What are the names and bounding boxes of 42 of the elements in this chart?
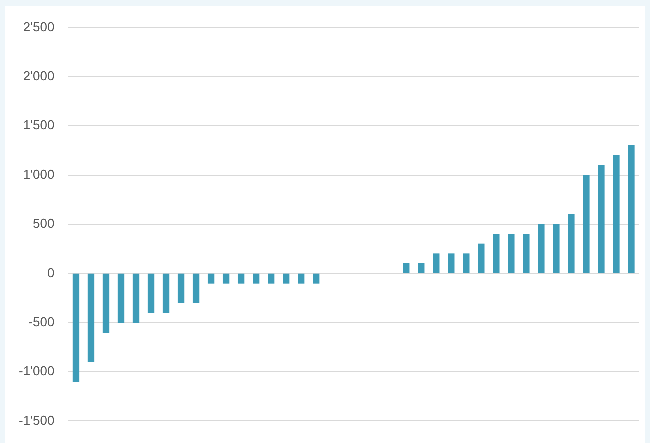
bar [493,234,500,274]
bar [162,274,170,314]
bar [418,264,425,274]
bar [72,274,80,382]
bar [268,274,275,284]
y-tick-label: 2'500 [23,19,55,34]
bar [613,155,620,274]
bar [403,264,410,274]
y-tick-label: -1'000 [18,364,55,379]
bar [448,254,455,274]
y-tick-label: -1'500 [18,412,55,428]
bar [523,234,530,274]
bar [433,254,440,274]
bar [118,274,125,324]
bar [598,165,605,274]
bar [252,274,260,284]
y-tick-label: 0 [47,265,55,280]
bar [208,274,215,284]
bar [132,274,140,324]
y-tick-label: 500 [33,216,55,232]
bar [463,254,470,274]
bar [222,274,230,284]
y-tick-label: 1'500 [23,118,55,133]
bar [298,274,305,284]
bar [628,145,635,274]
y-tick-label: 2'000 [23,68,55,84]
bar [313,274,320,284]
bar [553,224,560,274]
y-tick-label: -500 [28,314,55,330]
bar [538,224,545,274]
bar [583,174,590,274]
bar [102,274,110,334]
bar [192,274,200,304]
bar [568,214,575,274]
bar [88,274,95,363]
bar [283,274,290,284]
bar [508,234,515,274]
bar [148,274,155,314]
bar [238,274,245,284]
y-tick-label: 1'000 [23,166,55,182]
bar [178,274,185,304]
bar [478,244,485,274]
